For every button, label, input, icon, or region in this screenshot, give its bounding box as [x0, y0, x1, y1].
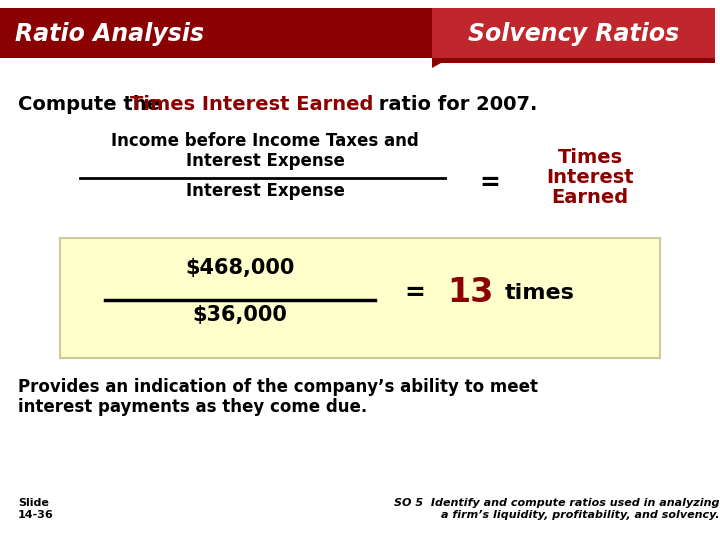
Text: $468,000: $468,000	[185, 258, 294, 278]
Text: a firm’s liquidity, profitability, and solvency.: a firm’s liquidity, profitability, and s…	[441, 510, 720, 520]
Text: Slide: Slide	[18, 498, 49, 508]
Bar	[0, 8, 435, 58]
Text: SO 5  Identify and compute ratios used in analyzing: SO 5 Identify and compute ratios used in…	[395, 498, 720, 508]
Bar	[432, 8, 715, 58]
Text: Solvency Ratios: Solvency Ratios	[469, 22, 680, 46]
Text: Income before Income Taxes and: Income before Income Taxes and	[111, 132, 419, 150]
Text: Interest: Interest	[546, 168, 634, 187]
Bar	[432, 13, 715, 63]
Text: Interest Expense: Interest Expense	[186, 152, 344, 170]
Text: 14-36: 14-36	[18, 510, 54, 520]
Text: Ratio Analysis: Ratio Analysis	[15, 22, 204, 46]
Text: Interest Expense: Interest Expense	[186, 182, 344, 200]
Text: ratio for 2007.: ratio for 2007.	[372, 95, 537, 114]
Text: =: =	[405, 281, 426, 305]
Text: $36,000: $36,000	[192, 305, 287, 325]
Text: Provides an indication of the company’s ability to meet: Provides an indication of the company’s …	[18, 378, 538, 396]
Text: 13: 13	[447, 276, 493, 309]
Text: Earned: Earned	[552, 188, 629, 207]
Text: interest payments as they come due.: interest payments as they come due.	[18, 398, 367, 416]
Text: Compute the: Compute the	[18, 95, 167, 114]
FancyBboxPatch shape	[60, 238, 660, 358]
Text: Times: Times	[557, 148, 623, 167]
Text: times: times	[505, 283, 575, 303]
Text: =: =	[480, 171, 500, 195]
Polygon shape	[432, 58, 450, 68]
Text: Times Interest Earned: Times Interest Earned	[130, 95, 374, 114]
